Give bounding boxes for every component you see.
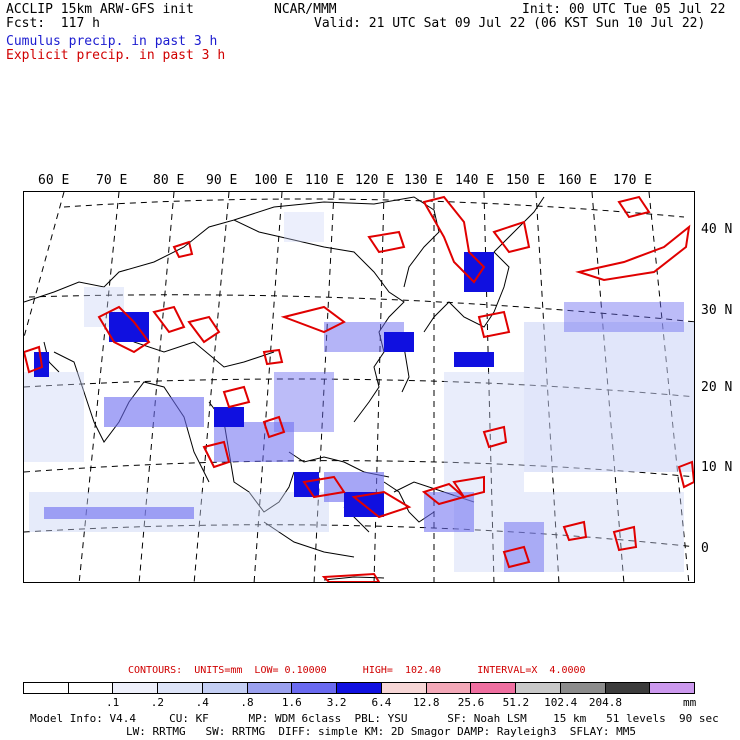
lon-label: 150 E bbox=[506, 173, 546, 188]
colorbar-tick-label: 3.2 bbox=[326, 696, 347, 709]
colorbar-swatch bbox=[650, 683, 695, 693]
lon-label: 130 E bbox=[404, 173, 444, 188]
model-info-line1: Model Info: V4.4 CU: KF MP: WDM 6class P… bbox=[30, 712, 719, 725]
colorbar-tick-label: 1.6 bbox=[281, 696, 302, 709]
colorbar-swatch bbox=[605, 683, 651, 693]
lon-label: 120 E bbox=[355, 173, 395, 188]
longitude-gridlines bbox=[24, 192, 690, 582]
valid-time: Valid: 21 UTC Sat 09 Jul 22 (06 KST Sun … bbox=[314, 16, 706, 31]
colorbar-tick-label: 6.4 bbox=[371, 696, 392, 709]
precipitation-map bbox=[23, 191, 695, 583]
colorbar-swatch bbox=[68, 683, 114, 693]
lat-label: 40 N bbox=[701, 222, 733, 237]
lon-label: 160 E bbox=[558, 173, 598, 188]
colorbar-swatch bbox=[158, 683, 203, 693]
forecast-hour: Fcst: 117 h bbox=[6, 16, 100, 31]
colorbar-tick-label: .4 bbox=[195, 696, 209, 709]
colorbar bbox=[23, 682, 695, 694]
colorbar-tick-label: 25.6 bbox=[457, 696, 485, 709]
explicit-legend: Explicit precip. in past 3 h bbox=[6, 48, 226, 63]
colorbar-swatch bbox=[516, 683, 561, 693]
colorbar-swatch bbox=[202, 683, 248, 693]
colorbar-tick-label: .8 bbox=[240, 696, 254, 709]
colorbar-tick-label: 204.8 bbox=[588, 696, 623, 709]
init-time: Init: 00 UTC Tue 05 Jul 22 bbox=[522, 2, 726, 17]
colorbar-units: mm bbox=[683, 696, 697, 709]
latitude-gridlines bbox=[24, 198, 694, 548]
plot-title: ACCLIP 15km ARW-GFS init bbox=[6, 2, 194, 17]
lon-label: 140 E bbox=[455, 173, 495, 188]
colorbar-swatch bbox=[560, 683, 606, 693]
lat-label: 30 N bbox=[701, 303, 733, 318]
cumulus-legend: Cumulus precip. in past 3 h bbox=[6, 34, 218, 49]
lon-label: 60 E bbox=[38, 173, 70, 188]
map-canvas bbox=[24, 192, 694, 582]
colorbar-swatch bbox=[471, 683, 517, 693]
lon-label: 110 E bbox=[305, 173, 345, 188]
colorbar-tick-label: 12.8 bbox=[413, 696, 440, 709]
colorbar-tick-label: 51.2 bbox=[502, 696, 530, 709]
center-label: NCAR/MMM bbox=[274, 2, 337, 17]
lon-label: 70 E bbox=[96, 173, 128, 188]
colorbar-swatch bbox=[24, 683, 69, 693]
colorbar-swatch bbox=[337, 683, 382, 693]
colorbar-tick-label: .2 bbox=[150, 696, 165, 709]
lon-label: 170 E bbox=[613, 173, 653, 188]
contours-info: CONTOURS: UNITS=mm LOW= 0.10000 HIGH= 10… bbox=[128, 665, 586, 676]
colorbar-tick-label: 102.4 bbox=[544, 696, 578, 709]
lon-label: 100 E bbox=[254, 173, 294, 188]
colorbar-swatch bbox=[381, 683, 427, 693]
lat-label: 10 N bbox=[701, 460, 733, 475]
lat-label: 20 N bbox=[701, 380, 733, 395]
colorbar-swatch bbox=[247, 683, 293, 693]
colorbar-swatch bbox=[292, 683, 338, 693]
colorbar-swatch bbox=[426, 683, 472, 693]
model-info-line2: LW: RRTMG SW: RRTMG DIFF: simple KM: 2D … bbox=[126, 725, 636, 738]
lon-label: 80 E bbox=[153, 173, 185, 188]
cumulus-light bbox=[24, 212, 694, 572]
explicit-precip bbox=[24, 195, 694, 582]
colorbar-tick-label: .1 bbox=[106, 696, 120, 709]
lon-label: 90 E bbox=[206, 173, 238, 188]
lat-label: 0 bbox=[701, 541, 709, 556]
colorbar-swatch bbox=[113, 683, 159, 693]
